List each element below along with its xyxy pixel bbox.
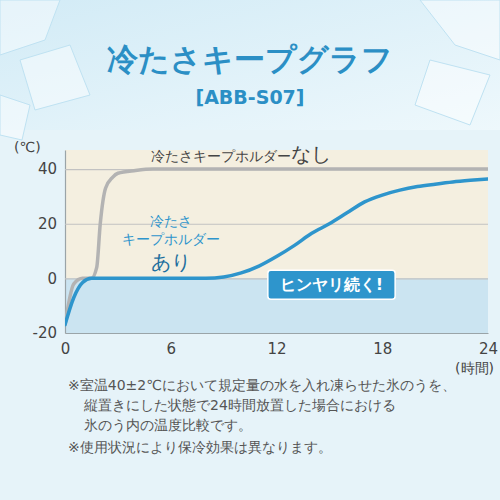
y-axis-line [65, 151, 66, 334]
x-tick: 12 [267, 333, 286, 358]
ice-decoration [415, 60, 490, 125]
ice-decoration [0, 95, 30, 140]
series-line [65, 169, 488, 325]
x-tick-label: 0 [61, 340, 71, 358]
x-tick-label: 18 [373, 340, 392, 358]
lines [65, 169, 488, 325]
ice-decoration [20, 45, 90, 110]
x-tick-label: 6 [166, 340, 176, 358]
y-tick-label: 0 [47, 270, 57, 288]
y-tick-label: 20 [38, 215, 57, 233]
x-tick: 6 [166, 333, 176, 358]
x-axis: 0 6 12 18 24 [61, 333, 498, 358]
ice-decoration [0, 0, 60, 55]
footnote: ※室温40±2℃において規定量の水を入れ凍らせた氷のうを、 [68, 377, 456, 393]
x-tick: 0 [61, 333, 71, 358]
grid-line [65, 224, 488, 225]
element: 冷たさ [150, 213, 192, 229]
background [0, 0, 500, 500]
callout-box [268, 270, 395, 299]
x-tick-label: 12 [267, 340, 286, 358]
element: あり [151, 250, 191, 274]
footnote: 氷のう内の温度比較です。 [84, 417, 252, 433]
y-tick-label: -20 [33, 324, 58, 342]
series-label: 冷たさキープホルダーあり [122, 213, 220, 274]
x-tick-label: 24 [479, 340, 498, 358]
element: なし [291, 142, 331, 166]
x-tick: 18 [373, 333, 392, 358]
callout: ヒンヤリ続く! [268, 270, 395, 299]
x-tick: 24 [479, 333, 498, 358]
footnote: ※使用状況により保冷効果は異なります。 [68, 439, 332, 455]
y-axis: -20 0 20 40 [33, 151, 489, 343]
y-tick: 20 [38, 215, 488, 233]
y-tick-label: 40 [38, 160, 57, 178]
footnote: 縦置きにした状態で24時間放置した場合における [83, 397, 396, 413]
callout-text: ヒンヤリ続く! [280, 275, 383, 294]
title: 冷たさキープグラフ [107, 41, 393, 77]
element: 冷たさキープホルダー [151, 148, 291, 164]
title-banner [0, 0, 500, 130]
element: キープホルダー [122, 231, 220, 247]
chart: 冷たさキープグラフ[ABB-S07]-200204006121824(℃)(時間… [0, 0, 500, 500]
series-label: 冷たさキープホルダーなし [151, 142, 331, 166]
y-axis-title: (℃) [14, 139, 41, 155]
y-tick: -20 [33, 324, 489, 342]
x-axis-line [66, 333, 489, 334]
subtitle: [ABB-S07] [195, 86, 304, 108]
series-line [65, 179, 488, 325]
grid-line [65, 333, 488, 334]
ice-decoration [420, 0, 500, 60]
x-axis-title: (時間) [455, 360, 494, 376]
